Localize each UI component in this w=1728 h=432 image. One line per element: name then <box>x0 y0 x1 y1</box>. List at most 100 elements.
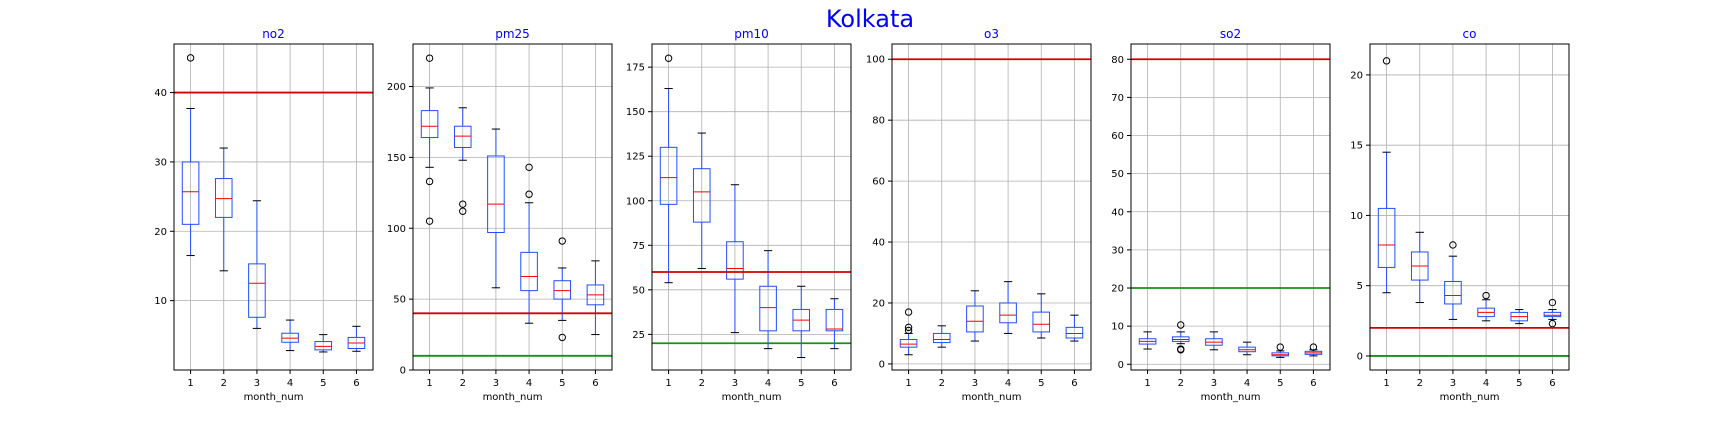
box-month-6 <box>1304 343 1323 357</box>
box-iqr <box>1444 280 1462 305</box>
flier-point <box>459 200 467 208</box>
ytick-label: 40 <box>1111 207 1124 218</box>
xtick-label: 2 <box>1417 378 1423 389</box>
box-month-3 <box>1205 331 1223 351</box>
xtick-label: 2 <box>1178 378 1184 389</box>
axes-frame <box>1369 43 1570 371</box>
box-month-2 <box>692 132 711 269</box>
ytick-label: 15 <box>1350 141 1363 152</box>
xtick-label: 1 <box>1383 378 1389 389</box>
xtick-label: 5 <box>798 378 804 389</box>
flier-point <box>1482 291 1490 300</box>
ytick-label: 175 <box>626 63 645 74</box>
box-iqr <box>248 263 266 318</box>
xtick-label: 6 <box>353 378 359 389</box>
flier-point <box>425 217 434 225</box>
ytick-label: 0 <box>1357 351 1363 362</box>
ytick-label: 80 <box>1111 55 1124 66</box>
box-iqr <box>453 125 472 148</box>
ytick-label: 0 <box>879 359 885 370</box>
ytick-label: 0 <box>1118 360 1124 371</box>
box-iqr <box>553 280 572 300</box>
box-month-5 <box>314 334 333 353</box>
xtick-label: 1 <box>1144 378 1150 389</box>
box-iqr <box>1032 311 1051 333</box>
ytick-label: 10 <box>1350 211 1363 222</box>
box-iqr <box>314 341 333 351</box>
box-iqr <box>999 302 1017 324</box>
xtick-label: 3 <box>493 378 499 389</box>
xtick-label: 1 <box>187 378 193 389</box>
flier-point <box>186 54 195 62</box>
ytick-label: 150 <box>387 153 406 164</box>
panel-title: so2 <box>1220 27 1241 41</box>
ytick-label: 100 <box>626 196 645 207</box>
ytick-label: 10 <box>1111 322 1124 333</box>
ytick-label: 0 <box>400 366 406 377</box>
panel-pm25: 0 50 100 150 200 1 2 3 4 5 6 pm25 month_num <box>387 27 613 403</box>
ytick-label: 30 <box>1111 245 1124 256</box>
ytick-label: 60 <box>1111 131 1124 142</box>
xtick-label: 5 <box>1038 378 1044 389</box>
flier-point <box>1449 241 1457 249</box>
box-iqr <box>899 339 918 348</box>
panel-title: pm25 <box>495 27 530 41</box>
box-month-4 <box>1477 291 1495 322</box>
flier-point <box>1548 298 1557 307</box>
x-axis-label: month_num <box>1440 392 1500 403</box>
flier-point <box>664 54 673 62</box>
xtick-label: 4 <box>1005 378 1011 389</box>
box-month-6 <box>1065 314 1084 342</box>
xtick-label: 3 <box>254 378 260 389</box>
xtick-label: 1 <box>665 378 671 389</box>
xtick-label: 2 <box>221 378 227 389</box>
ytick-label: 40 <box>872 238 885 249</box>
xtick-label: 6 <box>592 378 598 389</box>
box-month-1 <box>181 54 200 257</box>
box-iqr <box>659 146 678 205</box>
xtick-label: 4 <box>1483 378 1489 389</box>
box-month-2 <box>1410 231 1429 304</box>
flier-point <box>1309 343 1318 351</box>
box-iqr <box>214 178 233 218</box>
box-month-5 <box>1271 343 1290 358</box>
ytick-label: 60 <box>872 177 885 188</box>
flier-point <box>1382 57 1391 65</box>
box-month-2 <box>214 147 233 272</box>
box-month-1 <box>899 308 918 356</box>
ytick-label: 100 <box>387 224 406 235</box>
ytick-label: 5 <box>1357 281 1363 292</box>
flier-point <box>525 163 533 172</box>
box-month-5 <box>553 237 572 342</box>
box-month-4 <box>1238 341 1256 356</box>
flier-point <box>525 190 533 198</box>
flier-point <box>904 323 913 332</box>
box-iqr <box>1543 311 1562 318</box>
xtick-label: 5 <box>320 378 326 389</box>
xtick-label: 2 <box>699 378 705 389</box>
axes-frame <box>1130 43 1331 371</box>
xtick-label: 3 <box>732 378 738 389</box>
axes-frame <box>891 43 1092 371</box>
xtick-label: 1 <box>905 378 911 389</box>
panel-pm10: 25 50 75 100 125 150 175 1 2 3 4 5 6 pm10 month_num <box>626 27 852 403</box>
xtick-label: 3 <box>972 378 978 389</box>
box-month-3 <box>966 290 984 342</box>
flier-point <box>459 207 467 215</box>
axes-frame <box>173 43 374 371</box>
flier-point <box>1276 343 1284 351</box>
panel-title: co <box>1463 27 1477 41</box>
axes-frame <box>412 43 613 371</box>
x-axis-label: month_num <box>1201 392 1261 403</box>
xtick-label: 6 <box>1071 378 1077 389</box>
box-month-3 <box>1444 241 1462 320</box>
ytick-label: 20 <box>872 298 885 309</box>
panel-title: pm10 <box>734 27 769 41</box>
box-iqr <box>520 251 538 292</box>
box-month-3 <box>487 128 505 289</box>
xtick-label: 6 <box>1310 378 1316 389</box>
xtick-label: 5 <box>1516 378 1522 389</box>
flier-point <box>1177 346 1185 354</box>
